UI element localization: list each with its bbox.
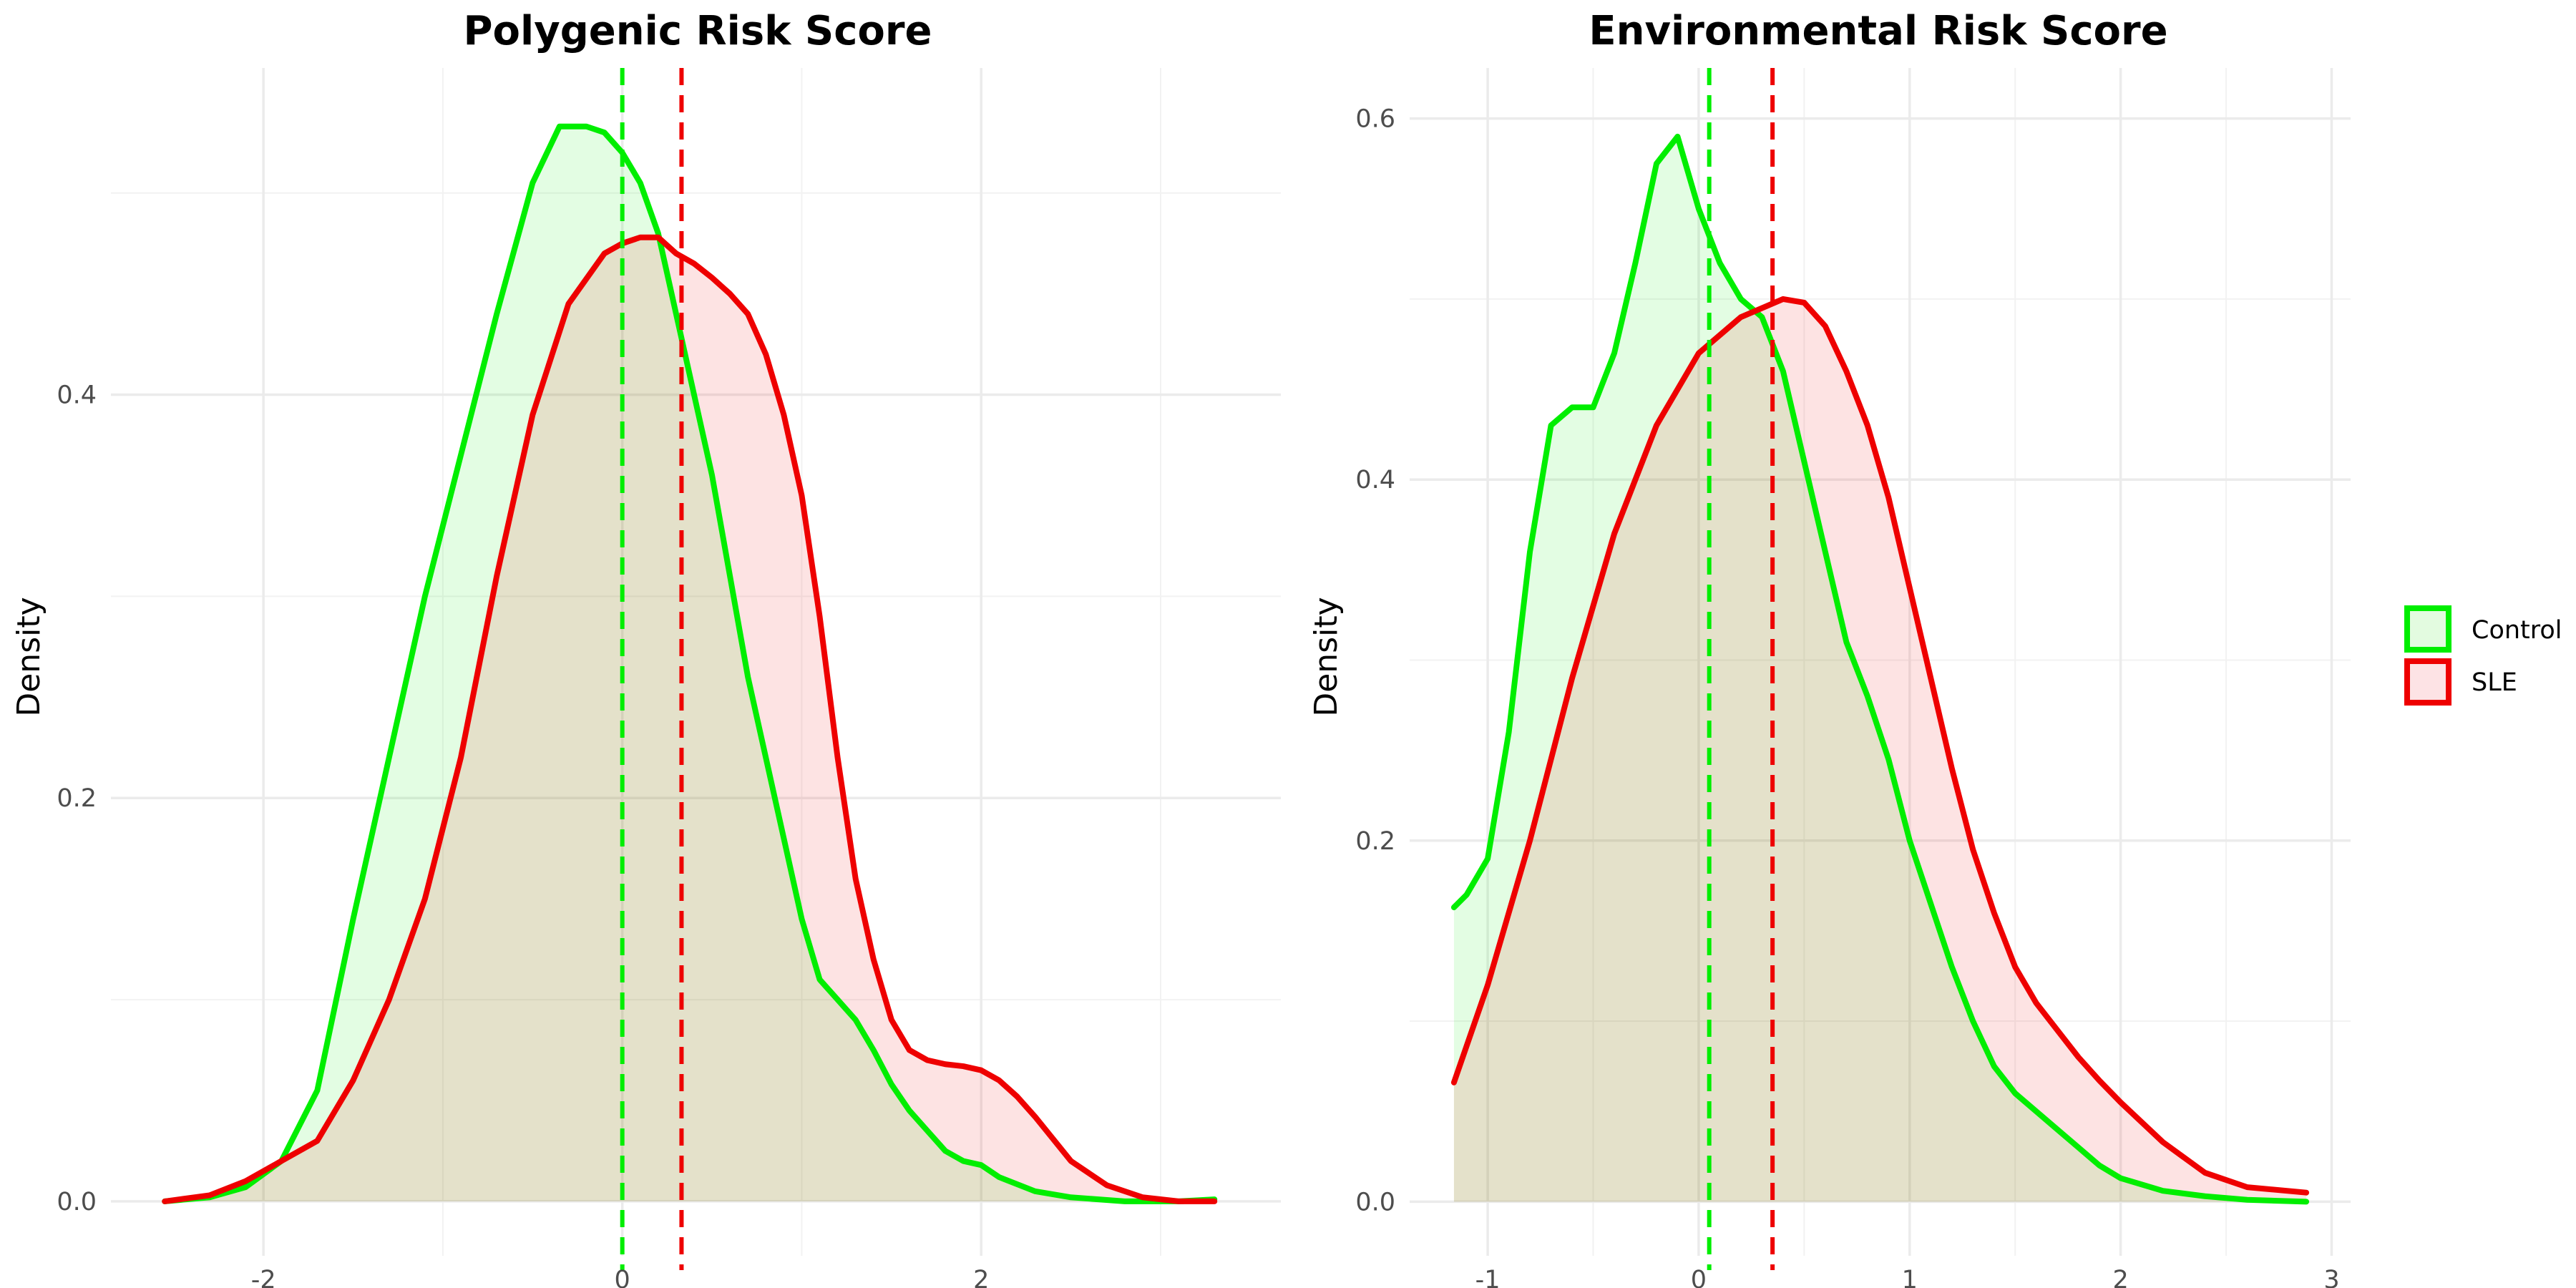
- panel-polygenic: Polygenic Risk Score -2 0 2 0.0 0.2 0.4 Densi…: [11, 8, 1281, 1288]
- density-area-control-polygenic: [165, 126, 1215, 1201]
- means-polygenic: [620, 68, 684, 1270]
- ticks-polygenic: -2 0 2 0.0 0.2 0.4: [57, 381, 989, 1288]
- lines-environmental: [1450, 133, 2310, 1205]
- density-line-control-environmental: [1450, 133, 2310, 1205]
- legend-key-control: [2404, 605, 2451, 653]
- x-tick-label: -2: [251, 1266, 276, 1288]
- y-tick-label: 0.6: [1355, 105, 1395, 134]
- legend-label-sle: SLE: [2472, 668, 2517, 697]
- y-tick-label: 0.0: [1355, 1188, 1395, 1216]
- grid-environmental: [1410, 68, 2351, 1256]
- lines-polygenic: [162, 123, 1218, 1204]
- x-tick-label: -1: [1475, 1266, 1501, 1288]
- chart-title-polygenic: Polygenic Risk Score: [463, 8, 932, 54]
- density-line-sle-polygenic: [162, 234, 1218, 1204]
- areas-environmental: [1453, 136, 2307, 1202]
- legend-key-sle: [2404, 658, 2451, 706]
- legend: Control SLE: [2404, 605, 2562, 706]
- y-tick-label: 0.2: [1355, 827, 1395, 856]
- x-tick-label: 2: [2112, 1266, 2128, 1288]
- x-tick-label: 3: [2323, 1266, 2339, 1288]
- ticks-environmental: -1 0 1 2 3 0.0 0.2 0.4 0.6: [1355, 105, 2339, 1288]
- density-line-sle-environmental: [1450, 296, 2310, 1196]
- legend-label-control: Control: [2472, 616, 2562, 645]
- means-environmental: [1707, 68, 1775, 1270]
- y-tick-label: 0.4: [1355, 466, 1395, 494]
- grid-polygenic: [111, 68, 1281, 1256]
- x-tick-label: 0: [615, 1266, 630, 1288]
- density-area-sle-polygenic: [165, 237, 1215, 1201]
- y-tick-label: 0.2: [57, 784, 97, 813]
- density-line-control-polygenic: [162, 123, 1218, 1204]
- y-axis-label-environmental: Density: [1308, 597, 1345, 716]
- density-area-sle-environmental: [1453, 298, 2307, 1202]
- y-tick-label: 0.0: [57, 1188, 97, 1216]
- x-tick-label: 1: [1902, 1266, 1918, 1288]
- x-tick-label: 0: [1691, 1266, 1707, 1288]
- areas-polygenic: [165, 126, 1215, 1201]
- panel-environmental: Environmental Risk Score -1 0 1 2 3 0.0 0.2 0.4…: [1308, 8, 2351, 1288]
- y-axis-label-polygenic: Density: [11, 597, 47, 716]
- chart-title-environmental: Environmental Risk Score: [1589, 8, 2167, 54]
- y-tick-label: 0.4: [57, 381, 97, 410]
- x-tick-label: 2: [973, 1266, 989, 1288]
